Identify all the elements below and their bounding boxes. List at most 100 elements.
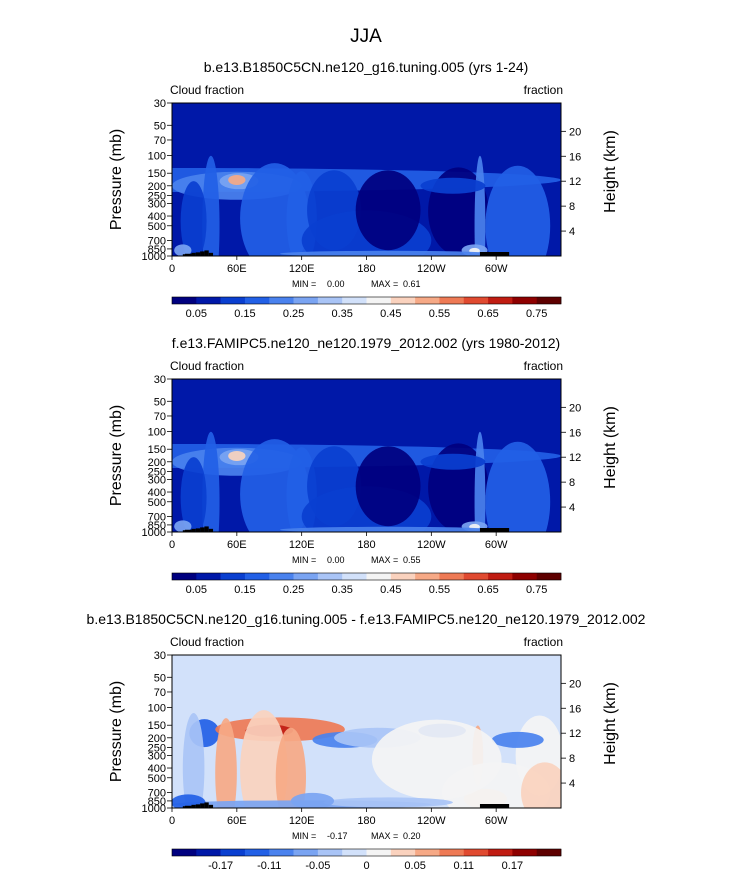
y-tick-label: 500 <box>148 497 166 509</box>
panel-2: f.e13.FAMIPC5.ne120_ne120.1979_2012.002 … <box>108 335 619 596</box>
panel-title: b.e13.B1850C5CN.ne120_g16.tuning.005 - f… <box>87 611 646 627</box>
colorbar-swatch <box>342 297 367 304</box>
x-tick-label: 120E <box>289 539 315 551</box>
colorbar-swatch <box>488 849 513 856</box>
topography <box>184 805 192 808</box>
y-tick-label: 30 <box>154 650 166 662</box>
contour-region <box>485 441 551 532</box>
y2-tick-label: 12 <box>569 176 581 188</box>
colorbar-swatch <box>172 297 197 304</box>
colorbar-frame <box>171 572 562 581</box>
y-tick-label: 200 <box>148 733 166 745</box>
y2-tick-label: 16 <box>569 151 581 163</box>
topography <box>182 806 185 808</box>
x-tick-label: 180 <box>357 539 375 551</box>
topography <box>200 527 205 532</box>
contour-field <box>172 103 561 256</box>
topography <box>182 530 185 532</box>
y-tick-label: 250 <box>148 743 166 755</box>
colorbar-swatch <box>293 573 319 580</box>
colorbar-label: 0.25 <box>283 584 304 596</box>
topography <box>191 804 196 808</box>
panel-1: b.e13.B1850C5CN.ne120_g16.tuning.005 (yr… <box>108 59 619 320</box>
y-tick-label: 200 <box>148 457 166 469</box>
topography <box>204 802 209 808</box>
contour-region <box>355 446 421 527</box>
y-tick-label: 200 <box>148 181 166 193</box>
colorbar-label: -0.05 <box>305 860 330 872</box>
y-tick-label: 100 <box>148 151 166 163</box>
min-label: MIN = <box>292 555 316 565</box>
contour-region <box>420 453 486 470</box>
y-tick-label: 1000 <box>142 527 166 539</box>
colorbar-label: 0.05 <box>186 584 207 596</box>
colorbar-swatch <box>220 573 246 580</box>
contour-region <box>280 250 497 256</box>
left-string: Cloud fraction <box>170 635 244 649</box>
y-tick-label: 100 <box>148 427 166 439</box>
contour-region <box>485 165 551 256</box>
colorbar-label: 0.11 <box>453 860 474 872</box>
contour-region <box>420 177 486 194</box>
colorbar-swatch <box>439 573 465 580</box>
y2-axis-label: Height (km) <box>602 682 619 765</box>
x-tick-label: 0 <box>169 815 175 827</box>
colorbar-swatch <box>269 297 294 304</box>
y-tick-label: 70 <box>154 135 166 147</box>
x-tick-label: 60E <box>227 263 247 275</box>
y2-tick-label: 8 <box>569 201 575 213</box>
y-tick-label: 1000 <box>142 803 166 815</box>
topography <box>208 528 214 532</box>
max-label: MAX = <box>371 555 398 565</box>
contour-region <box>202 431 220 532</box>
right-string: fraction <box>524 635 563 649</box>
contour-field <box>172 379 561 532</box>
max-label: MAX = <box>371 279 398 289</box>
colorbar-swatch <box>244 849 270 856</box>
contour-region <box>323 797 453 808</box>
topography <box>182 254 185 256</box>
colorbar-swatch <box>390 297 416 304</box>
x-tick-label: 180 <box>357 263 375 275</box>
y2-tick-label: 8 <box>569 477 575 489</box>
y-tick-label: 700 <box>148 235 166 247</box>
colorbar-swatch <box>269 573 294 580</box>
colorbar-frame <box>171 848 562 857</box>
colorbar-swatch <box>366 849 392 856</box>
contour-region <box>180 457 207 532</box>
colorbar-swatch <box>317 573 343 580</box>
y-tick-label: 30 <box>154 374 166 386</box>
contour-region <box>474 431 486 532</box>
x-tick-label: 60W <box>485 539 508 551</box>
colorbar-swatch <box>415 573 440 580</box>
colorbar-label: 0.25 <box>283 308 304 320</box>
y-tick-label: 850 <box>148 520 166 532</box>
topography <box>184 529 192 532</box>
contour-region <box>228 450 246 461</box>
y-tick-label: 400 <box>148 487 166 499</box>
y-tick-label: 300 <box>148 198 166 210</box>
y2-axis-label: Height (km) <box>602 406 619 489</box>
topography <box>200 803 205 808</box>
colorbar-label: 0.75 <box>526 308 547 320</box>
colorbar-label: 0.65 <box>477 584 498 596</box>
left-string: Cloud fraction <box>170 359 244 373</box>
x-tick-label: 0 <box>169 539 175 551</box>
contour-region <box>280 526 497 532</box>
colorbar-swatch <box>439 849 465 856</box>
y2-tick-label: 20 <box>569 402 581 414</box>
colorbar-label: 0.65 <box>477 308 498 320</box>
y-tick-label: 30 <box>154 98 166 110</box>
y2-axis-label: Height (km) <box>602 130 619 213</box>
colorbar-swatch <box>463 297 489 304</box>
contour-region <box>215 718 237 808</box>
contour-region <box>180 181 207 256</box>
colorbar-swatch <box>196 849 221 856</box>
y2-tick-label: 16 <box>569 427 581 439</box>
x-tick-label: 0 <box>169 263 175 275</box>
colorbar-swatch <box>390 849 416 856</box>
x-tick-label: 120E <box>289 815 315 827</box>
y-tick-label: 400 <box>148 211 166 223</box>
colorbar-label: -0.11 <box>257 860 281 872</box>
